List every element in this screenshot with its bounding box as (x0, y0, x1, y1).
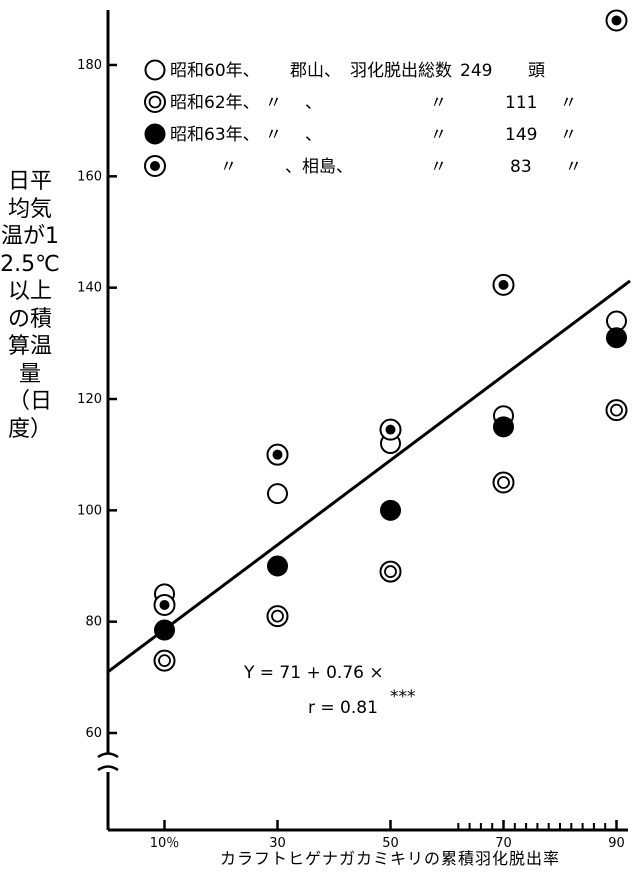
axes (97, 10, 628, 832)
legend-marker (144, 123, 166, 145)
y-tick-label: 120 (77, 392, 102, 407)
data-point (492, 471, 515, 494)
correlation-text: r = 0.81 (308, 698, 378, 718)
x-tick-label: 30 (269, 836, 286, 851)
legend-marker (144, 91, 166, 113)
data-point-inner (610, 403, 623, 417)
data-point (153, 649, 176, 672)
x-tick-label: 70 (495, 836, 512, 851)
legend-text: 〃 (430, 93, 447, 113)
legend-text: 〃 (560, 93, 577, 113)
legend-text: 昭和63年、 (170, 125, 260, 145)
data-point (154, 619, 175, 641)
y-tick-label: 180 (77, 58, 102, 73)
data-point (493, 416, 514, 438)
data-point-center (385, 424, 396, 435)
legend-text: 〃 (560, 125, 577, 145)
legend-text: 〃 (265, 93, 282, 113)
legend-text: 〃 (220, 157, 237, 177)
data-point-inner (497, 476, 510, 489)
y-tick-label: 80 (85, 615, 102, 630)
data-point-center (159, 599, 170, 610)
regression-line (107, 279, 631, 673)
x-axis-label: カラフトヒゲナガカミキリの累積羽化脱出率 (220, 849, 560, 868)
ticks: 10％ 30 50 70 90 60 80 100 120 140 160 180 (77, 58, 625, 851)
legend-text: 、相島、 (285, 157, 353, 177)
data-point-center (498, 279, 509, 290)
legend-text: 郡山、 (290, 61, 341, 81)
data-point (605, 399, 628, 422)
regression-equation-text: Y = 71 + 0.76 × (243, 663, 384, 683)
data-point-inner (384, 565, 397, 578)
data-point (380, 499, 401, 521)
legend-text: 昭和62年、 (170, 93, 260, 113)
y-axis-label: 日平均気温が12.5℃以上の積算温量（日度） (0, 169, 60, 442)
y-axis-break (97, 752, 119, 772)
legend-marker (144, 59, 166, 81)
legend-text: 頭 (528, 61, 545, 81)
legend-text: 昭和60年、 (170, 61, 260, 81)
legend-text: 、 (305, 93, 322, 113)
legend-text: 83 (510, 157, 532, 177)
legend-text: 〃 (430, 157, 447, 177)
y-tick-label: 160 (77, 169, 102, 184)
data-point-center (272, 449, 283, 460)
data-point (267, 555, 288, 577)
significance-stars: *** (390, 687, 416, 707)
y-tick-label: 100 (77, 503, 102, 518)
data-point (606, 327, 627, 349)
data-point (379, 560, 402, 583)
legend-text: 149 (505, 125, 537, 145)
y-tick-label: 60 (85, 726, 102, 741)
x-tick-label: 10％ (150, 836, 180, 851)
legend-text: 〃 (565, 157, 582, 177)
legend-marker-inner (148, 95, 162, 109)
legend-text: 羽化脱出総数 (350, 61, 452, 81)
data-point-inner (271, 609, 284, 623)
data-points (153, 9, 628, 672)
data-point (266, 605, 289, 628)
legend-text: 111 (505, 93, 537, 113)
legend-text: 〃 (430, 125, 447, 145)
y-tick-label: 140 (77, 281, 102, 296)
data-point-inner (158, 654, 171, 668)
data-point (267, 483, 288, 505)
data-point-center (611, 15, 622, 26)
regression-equation: Y = 71 + 0.76 × r = 0.81 *** (243, 663, 416, 718)
x-tick-label: 90 (608, 836, 625, 851)
x-tick-label: 50 (382, 836, 399, 851)
regression-group (107, 279, 631, 673)
legend-marker-center (150, 161, 160, 171)
legend-text: 、 (305, 125, 322, 145)
legend-text: 〃 (265, 125, 282, 145)
legend-text: 249 (460, 61, 492, 81)
